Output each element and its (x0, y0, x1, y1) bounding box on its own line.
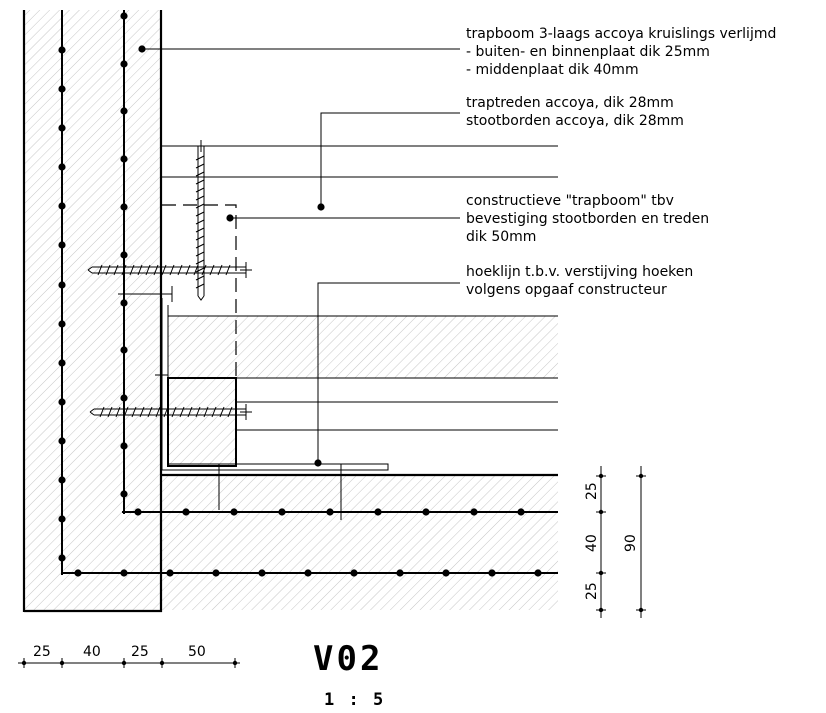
angle-bolt-right (334, 463, 348, 520)
horizontal-dimensions (18, 658, 240, 668)
tread-hatch (168, 316, 558, 378)
dim-h-50: 50 (188, 644, 206, 660)
screws (87, 140, 348, 520)
dots-row-573 (74, 569, 542, 577)
angle-tab (118, 286, 173, 302)
detail-scale: 1 : 5 (324, 690, 385, 710)
dim-h-40: 40 (83, 644, 101, 660)
screw-horizontal-lower (89, 404, 252, 420)
dim-v-25-top: 25 (584, 482, 600, 500)
note-2-line-1: traptreden accoya, dik 28mm (466, 95, 674, 111)
leader-dots (138, 45, 325, 467)
angle-bolt-left (212, 463, 226, 510)
detail-title: V02 (313, 639, 383, 679)
note-3-line-3: dik 50mm (466, 229, 536, 245)
horizontal-dim-labels: 25 40 25 50 (33, 644, 206, 660)
dim-v-40: 40 (584, 534, 600, 552)
note-3-line-1: constructieve "trapboom" tbv (466, 193, 674, 209)
glue-dots (58, 12, 542, 577)
leader-4 (317, 282, 460, 463)
dots-column-62 (58, 46, 66, 562)
note-4-line-2: volgens opgaaf constructeur (466, 282, 667, 298)
screw-vertical (194, 140, 208, 301)
notes: trapboom 3-laags accoya kruislings verli… (466, 26, 776, 298)
note-1-line-1: trapboom 3-laags accoya kruislings verli… (466, 26, 776, 42)
dim-v-90: 90 (623, 534, 639, 552)
note-1-line-3: - middenplaat dik 40mm (466, 62, 639, 78)
hatched-areas (24, 10, 558, 610)
note-3-line-2: bevestiging stootborden en treden (466, 211, 709, 227)
horizontal-dim-dots (21, 660, 238, 666)
riser-hatch (168, 378, 236, 466)
note-2-line-2: stootborden accoya, dik 28mm (466, 113, 684, 129)
stringer-hatch (24, 10, 162, 610)
dim-h-25-right: 25 (131, 644, 149, 660)
dim-v-25-bottom: 25 (584, 582, 600, 600)
note-4-line-1: hoeklijn t.b.v. verstijving hoeken (466, 264, 693, 280)
dim-h-25-left: 25 (33, 644, 51, 660)
vertical-dim-dots (598, 473, 644, 613)
dots-row-512 (134, 508, 525, 516)
leader-2 (320, 112, 460, 207)
leaders (142, 48, 460, 463)
screw-horizontal-upper (87, 262, 252, 278)
note-1-line-2: - buiten- en binnenplaat dik 25mm (466, 44, 710, 60)
vertical-dim-labels: 25 40 25 90 (584, 482, 639, 600)
lower-stringer-hatch (162, 476, 558, 610)
dots-column-124 (120, 12, 128, 498)
